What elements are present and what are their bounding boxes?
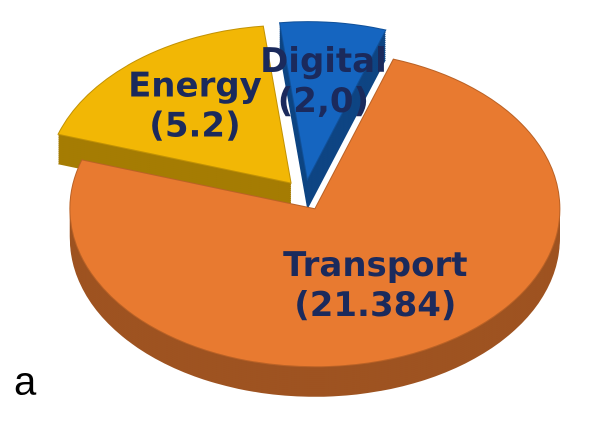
value-label: (5.2): [149, 106, 240, 146]
slice-label: Energy: [128, 66, 262, 106]
slice: [69, 58, 561, 368]
slice: [57, 25, 292, 184]
slice: [278, 21, 387, 182]
value-label: (2,0): [278, 81, 369, 121]
panel-label: a: [14, 360, 37, 404]
slice-label: Digital: [260, 41, 387, 81]
value-label: (21.384): [294, 285, 456, 325]
slice-label: Transport: [283, 245, 467, 285]
